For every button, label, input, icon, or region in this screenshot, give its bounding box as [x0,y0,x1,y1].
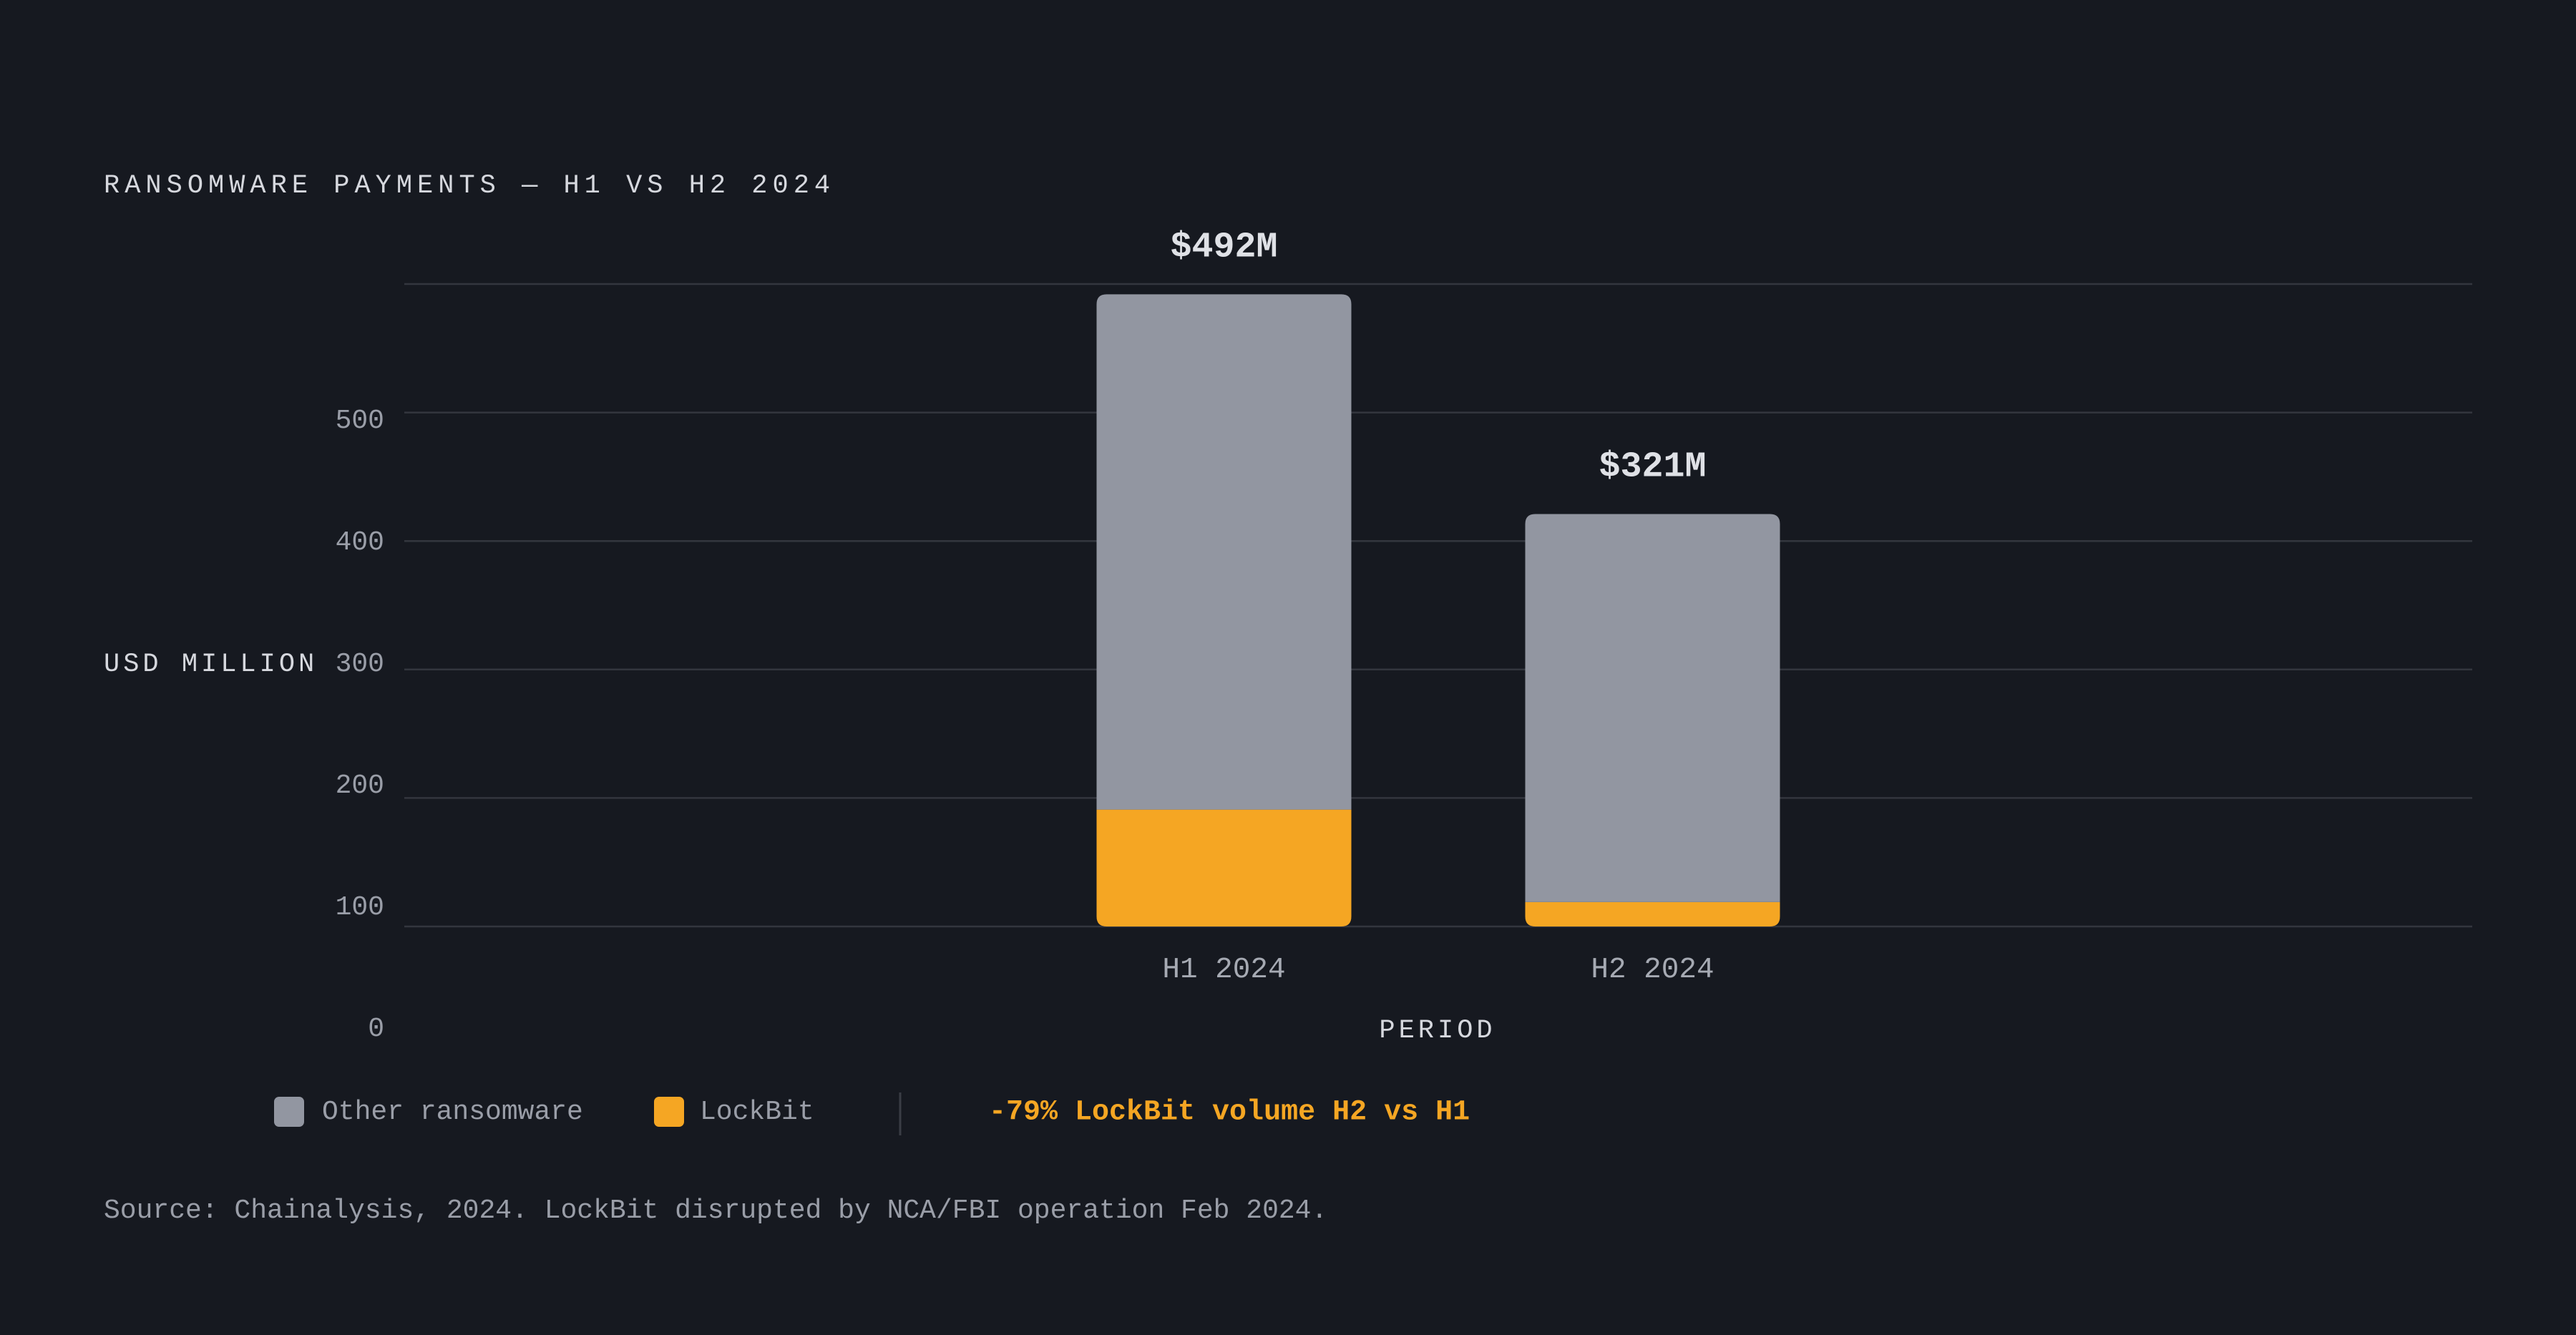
annotation: -79% LockBit volume H2 vs H1 [989,1097,1470,1129]
y-tick-label: 500 [336,406,384,436]
x-axis-label: PERIOD [1379,1016,1496,1046]
y-axis-label: USD MILLION [104,650,318,680]
total-label: $321M [1599,447,1706,488]
y-tick-label: 300 [336,649,384,680]
total-label: $492M [1170,228,1277,268]
legend-label: Other ransomware [322,1097,583,1128]
legend-swatch [654,1097,684,1127]
y-tick-label: 0 [368,1014,384,1045]
y-tick-label: 200 [336,771,384,801]
legend-label: LockBit [700,1097,814,1128]
source-note: Source: Chainalysis, 2024. LockBit disru… [104,1195,1327,1226]
x-tick-label: H2 2024 [1591,954,1714,987]
y-tick-label: 400 [336,527,384,558]
y-tick-label: 100 [336,892,384,923]
bar-segment [1525,901,1780,926]
chart-title: RANSOMWARE PAYMENTS — H1 VS H2 2024 [104,171,835,201]
bar-segment [1096,294,1352,810]
legend-swatch [274,1097,304,1127]
x-tick-label: H1 2024 [1162,954,1285,987]
bar-segment [1096,809,1352,926]
bar-segment [1525,514,1780,902]
